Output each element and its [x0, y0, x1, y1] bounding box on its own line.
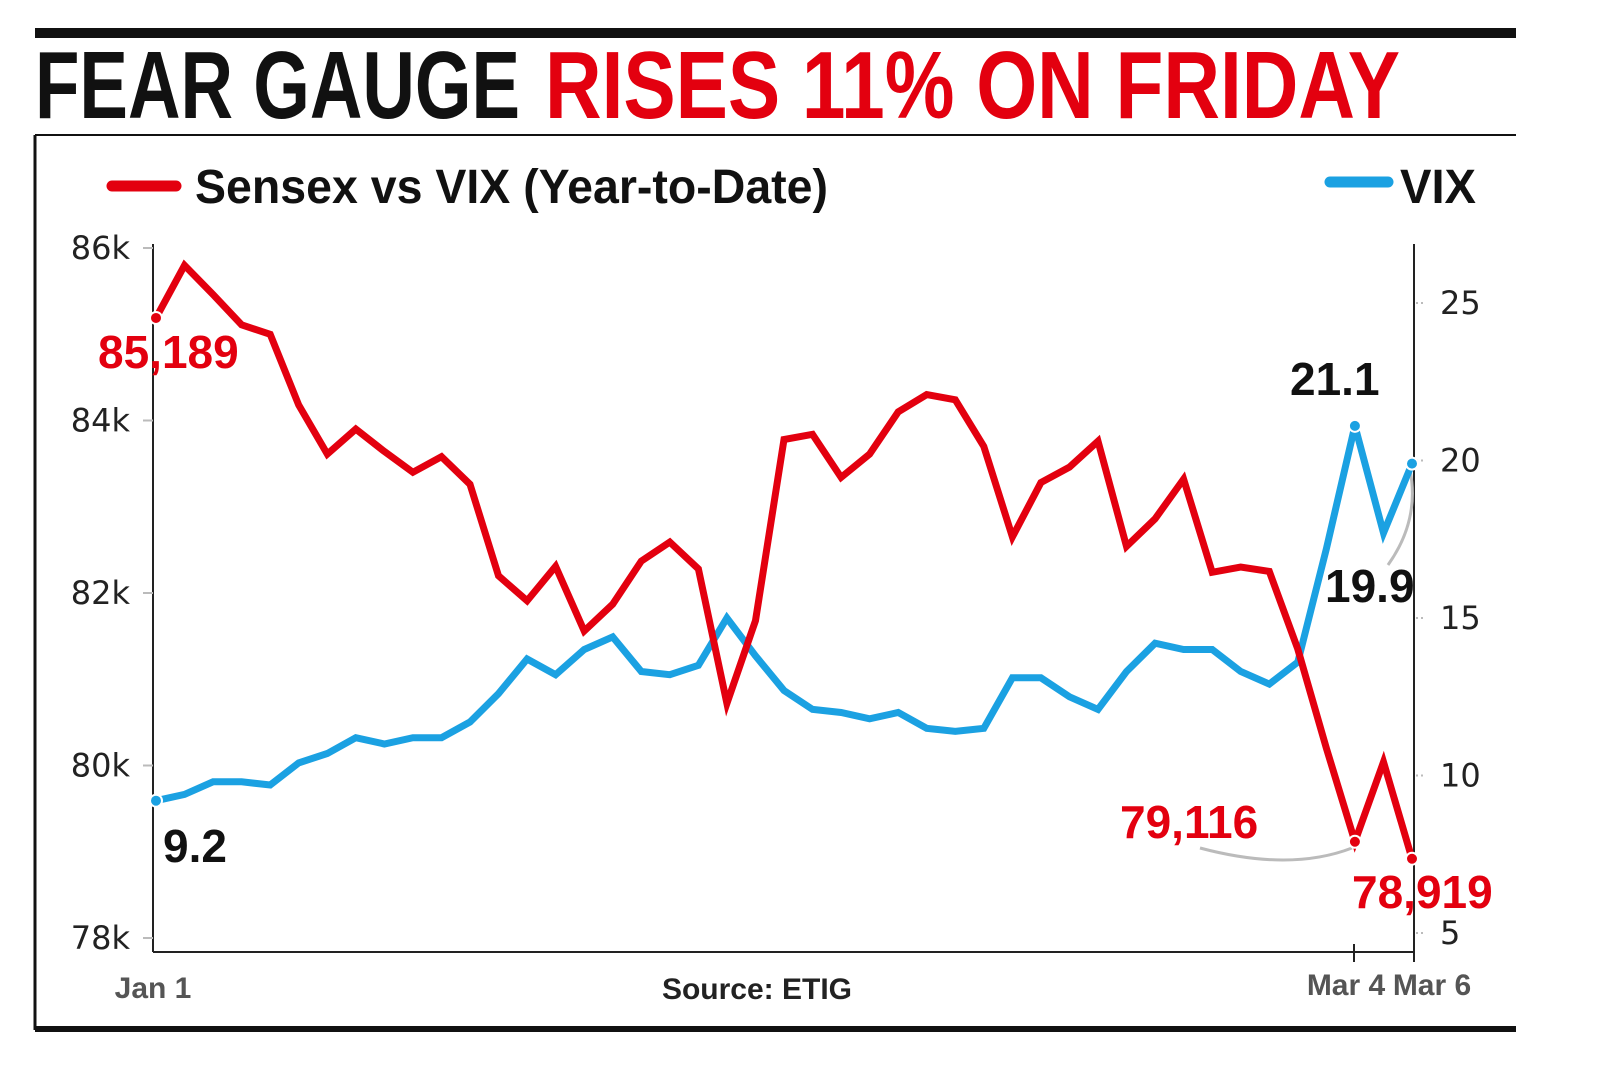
annotation-79116: 79,116: [1120, 796, 1258, 848]
legend-vix-label: VIX: [1400, 161, 1476, 214]
connector-79116: [1199, 846, 1353, 862]
annotation-78919: 78,919: [1352, 866, 1493, 918]
frame-bottom: [35, 1026, 1516, 1032]
vix-point: [149, 793, 163, 808]
right-tick-label: 15: [1440, 599, 1481, 637]
sensex-line: [152, 259, 1416, 860]
legend-sensex-label: Sensex vs VIX (Year-to-Date): [195, 161, 828, 214]
left-tick-label: 86k: [71, 229, 131, 267]
top-rule: [35, 28, 1516, 38]
annotation-85189: 85,189: [98, 326, 239, 378]
headline-part1: FEAR GAUGE: [35, 32, 520, 139]
left-tick-label: 80k: [71, 747, 131, 785]
annotation-19-9: 19.9: [1325, 560, 1415, 612]
sensex-point: [1347, 834, 1362, 849]
left-tick-label: 82k: [71, 574, 131, 612]
sensex-point: [149, 310, 163, 325]
left-tick-label: 78k: [71, 919, 131, 957]
x-label-mar6: Mar 6: [1393, 969, 1471, 1002]
x-label-mar4: Mar 4: [1307, 969, 1386, 1002]
sensex-point: [1405, 851, 1419, 866]
vix-line: [155, 424, 1416, 805]
right-tick-label: 25: [1440, 284, 1481, 322]
annotation-21-1: 21.1: [1290, 353, 1380, 405]
source-note: Source: ETIG: [662, 973, 852, 1006]
left-tick-label: 84k: [71, 402, 131, 440]
vix-point: [1347, 418, 1362, 433]
x-label-jan1: Jan 1: [115, 972, 192, 1005]
right-tick-label: 5: [1440, 914, 1460, 952]
annotation-9-2: 9.2: [163, 820, 227, 872]
right-tick-label: 10: [1440, 757, 1481, 795]
right-tick-label: 20: [1440, 442, 1481, 480]
headline-part2: RISES 11% ON FRIDAY: [545, 32, 1400, 139]
connector-19-9: [1386, 469, 1414, 566]
vix-point: [1405, 456, 1419, 471]
